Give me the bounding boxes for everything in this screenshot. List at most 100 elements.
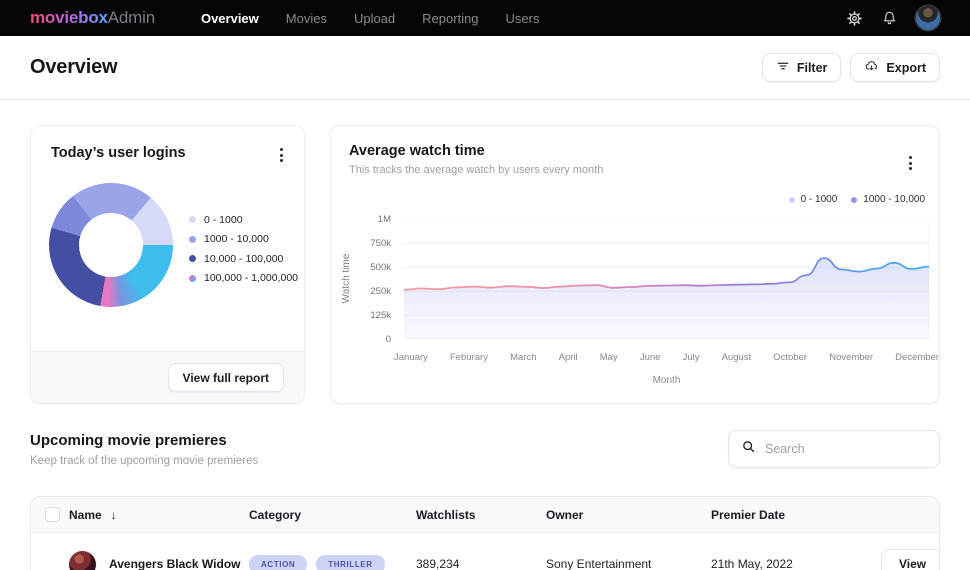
header-actions: Filter Export xyxy=(761,53,940,82)
nav-links: Overview Movies Upload Reporting Users xyxy=(201,11,540,26)
watchlists-cell: 389,234 xyxy=(416,557,460,570)
x-tick: March xyxy=(510,352,537,363)
nav-item-movies[interactable]: Movies xyxy=(285,10,327,26)
logins-card: Today’s user logins 0 - 1000 1000 - 10,0… xyxy=(30,125,305,404)
column-header-owner: Owner xyxy=(546,507,584,522)
watch-card-subtitle: This tracks the average watch by users e… xyxy=(349,164,604,176)
nav-item-overview[interactable]: Overview xyxy=(200,10,259,26)
y-tick: 750k xyxy=(370,238,391,249)
page-title: Overview xyxy=(30,56,118,78)
premieres-subtitle: Keep track of the upcoming movie premier… xyxy=(30,455,259,467)
movie-poster-thumbnail xyxy=(69,550,96,570)
logo[interactable]: movieboxAdmin xyxy=(30,8,155,28)
view-full-report-button[interactable]: View full report xyxy=(167,363,284,392)
donut-legend: 0 - 1000 1000 - 10,000 10,000 - 100,000 … xyxy=(189,210,298,288)
legend-label: 1000 - 10,000 xyxy=(204,233,269,246)
column-label: Name xyxy=(69,507,102,522)
kebab-menu-icon[interactable] xyxy=(277,145,286,165)
legend-dot xyxy=(189,216,196,224)
logins-donut-chart xyxy=(49,183,173,307)
nav-right xyxy=(846,6,940,30)
donut-hole xyxy=(79,213,143,277)
legend-dot xyxy=(189,274,196,282)
export-button-label: Export xyxy=(886,60,926,75)
watch-time-line-chart xyxy=(404,220,929,340)
legend-item: 0 - 1000 xyxy=(788,194,838,205)
nav-item-upload[interactable]: Upload xyxy=(353,10,396,26)
search-icon xyxy=(741,439,756,459)
view-button[interactable]: View xyxy=(881,549,939,570)
legend-item: 1000 - 10,000 xyxy=(851,194,925,205)
y-tick: 125k xyxy=(370,310,391,321)
x-axis-label: Month xyxy=(652,375,681,386)
x-axis-ticks: January Feburary March April May June Ju… xyxy=(394,352,939,363)
legend-item: 1000 - 10,000 xyxy=(189,230,298,250)
legend-item: 0 - 1000 xyxy=(189,210,298,230)
filter-button-label: Filter xyxy=(796,60,828,75)
notifications-bell-icon[interactable] xyxy=(881,10,898,27)
nav-item-users[interactable]: Users xyxy=(505,10,540,26)
x-tick: November xyxy=(829,352,874,363)
column-header-name[interactable]: Name ↓ xyxy=(69,508,249,522)
legend-dot xyxy=(851,196,858,203)
premier-date-cell: 21th May, 2022 xyxy=(711,557,793,570)
line-series xyxy=(404,257,929,291)
table-header-row: Name ↓ Category Watchlists Owner Premier… xyxy=(31,497,939,533)
search-input[interactable] xyxy=(765,442,927,456)
x-tick: October xyxy=(773,352,808,363)
premieres-title: Upcoming movie premieres xyxy=(30,432,227,449)
settings-gear-icon[interactable] xyxy=(846,10,863,27)
legend-label: 0 - 1000 xyxy=(204,213,243,226)
legend-dot xyxy=(189,235,196,243)
category-badge: THRILLER xyxy=(316,554,385,570)
filter-icon xyxy=(776,59,790,76)
filter-button[interactable]: Filter xyxy=(761,53,842,82)
x-tick: July xyxy=(682,352,700,363)
x-tick: December xyxy=(895,352,939,363)
y-tick: 1M xyxy=(377,214,391,225)
logo-brand: moviebox xyxy=(30,8,108,27)
category-badge: ACTION xyxy=(249,554,308,570)
table-row: Avengers Black Widow ACTION THRILLER 389… xyxy=(31,533,939,570)
x-tick: April xyxy=(558,352,578,363)
top-navbar: movieboxAdmin Overview Movies Upload Rep… xyxy=(0,0,970,36)
legend-label: 1000 - 10,000 xyxy=(863,194,925,205)
legend-label: 10,000 - 100,000 xyxy=(204,252,284,265)
logins-card-title: Today’s user logins xyxy=(51,145,186,161)
y-tick: 500k xyxy=(370,262,391,273)
user-avatar[interactable] xyxy=(916,6,940,30)
page-header: Overview Filter Export xyxy=(0,36,970,100)
line-chart-legend: 0 - 1000 1000 - 10,000 xyxy=(788,194,925,205)
premieres-table: Name ↓ Category Watchlists Owner Premier… xyxy=(30,496,940,570)
x-tick: January xyxy=(394,352,428,363)
nav-item-reporting[interactable]: Reporting xyxy=(422,10,479,26)
area-fill xyxy=(404,258,929,339)
watch-time-card: Average watch time This tracks the avera… xyxy=(330,125,940,404)
legend-label: 0 - 1000 xyxy=(800,194,838,205)
sort-desc-icon[interactable]: ↓ xyxy=(110,507,117,522)
premieres-section-header: Upcoming movie premieres Keep track of t… xyxy=(30,432,258,467)
legend-dot xyxy=(788,196,795,203)
watch-card-title: Average watch time xyxy=(349,143,485,159)
legend-item: 100,000 - 1,000,000 xyxy=(189,269,298,289)
legend-dot xyxy=(189,255,196,263)
movie-name-cell: Avengers Black Widow xyxy=(69,550,249,570)
column-header-category: Category xyxy=(249,507,302,522)
column-header-watchlists: Watchlists xyxy=(416,507,476,522)
kebab-menu-icon[interactable] xyxy=(906,153,915,173)
export-button[interactable]: Export xyxy=(850,53,940,82)
x-tick: May xyxy=(599,352,618,363)
y-axis-ticks: 1M 750k 500k 250k 125k 0 xyxy=(331,214,391,345)
select-all-checkbox[interactable] xyxy=(45,507,60,522)
movie-name: Avengers Black Widow xyxy=(109,557,241,570)
cloud-export-icon xyxy=(864,59,879,77)
x-tick: June xyxy=(639,352,661,363)
column-header-premier-date: Premier Date xyxy=(711,507,786,522)
x-tick: Feburary xyxy=(449,352,488,363)
legend-item: 10,000 - 100,000 xyxy=(189,249,298,269)
logins-card-footer: View full report xyxy=(31,351,304,403)
y-tick: 250k xyxy=(370,286,391,297)
y-tick: 0 xyxy=(385,334,391,345)
search-box[interactable] xyxy=(728,430,940,468)
